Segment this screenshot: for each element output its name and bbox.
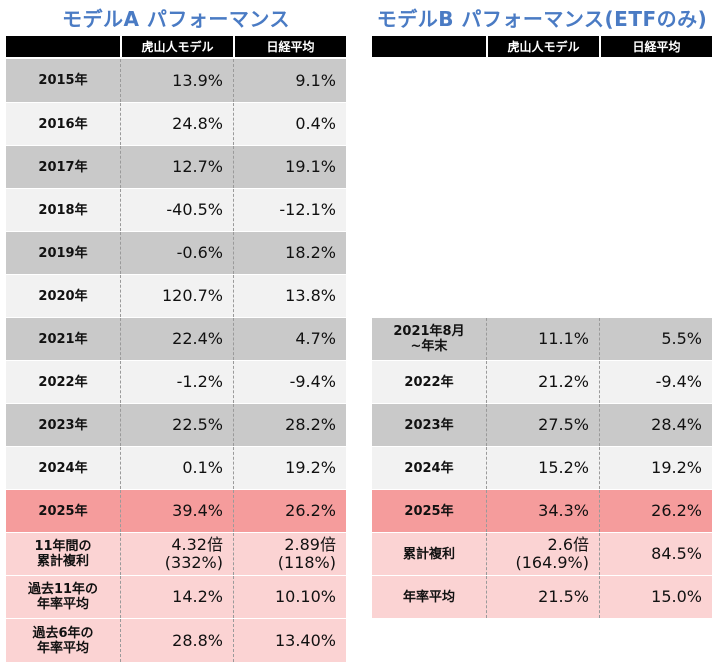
- index-value: 15.0%: [599, 576, 712, 618]
- index-value: 18.2%: [233, 232, 346, 274]
- model-b-header: 虎山人モデル 日経平均: [372, 36, 712, 58]
- model-value: 34.3%: [486, 490, 599, 532]
- index-value: 4.7%: [233, 318, 346, 360]
- index-value: -9.4%: [233, 361, 346, 403]
- model-value: -1.2%: [120, 361, 233, 403]
- table-row: 2022年 -1.2% -9.4%: [6, 360, 346, 403]
- row-label: 2020年: [38, 288, 88, 304]
- index-value: 0.4%: [233, 103, 346, 145]
- model-value: 21.5%: [486, 576, 599, 618]
- model-value: 13.9%: [120, 59, 233, 102]
- model-value: 22.4%: [120, 318, 233, 360]
- row-label: 2023年: [404, 417, 454, 433]
- model-a-header: 虎山人モデル 日経平均: [6, 36, 346, 58]
- index-value: 19.1%: [233, 146, 346, 188]
- row-label: 11年間の 累計複利: [34, 539, 92, 569]
- model-value: 120.7%: [120, 275, 233, 317]
- row-label: 2017年: [38, 159, 88, 175]
- model-value: 28.8%: [120, 619, 233, 662]
- model-value: 22.5%: [120, 404, 233, 446]
- index-value: 19.2%: [233, 447, 346, 489]
- row-label: 2024年: [404, 460, 454, 476]
- model-value: 15.2%: [486, 447, 599, 489]
- model-b-header-blank: [372, 36, 486, 57]
- model-b-header-index: 日経平均: [599, 36, 712, 57]
- index-value: 19.2%: [599, 447, 712, 489]
- table-row: 2021年 22.4% 4.7%: [6, 317, 346, 360]
- model-value: 12.7%: [120, 146, 233, 188]
- model-value: -0.6%: [120, 232, 233, 274]
- table-row: 2016年 24.8% 0.4%: [6, 102, 346, 145]
- row-label: 2019年: [38, 245, 88, 261]
- table-row: 2024年 15.2% 19.2%: [372, 446, 712, 489]
- model-value: 27.5%: [486, 404, 599, 446]
- row-label: 2022年: [38, 374, 88, 390]
- model-value: 39.4%: [120, 490, 233, 532]
- table-row: 2015年 13.9% 9.1%: [6, 58, 346, 102]
- row-label: 年率平均: [402, 589, 455, 605]
- index-value: 13.8%: [233, 275, 346, 317]
- model-value: 0.1%: [120, 447, 233, 489]
- index-value: 84.5%: [599, 533, 712, 575]
- index-value: 28.2%: [233, 404, 346, 446]
- row-label: 2024年: [38, 460, 88, 476]
- index-value: 2.89倍 (118%): [233, 533, 346, 575]
- index-value: 13.40%: [233, 619, 346, 662]
- table-row: 累計複利 2.6倍 (164.9%) 84.5%: [372, 532, 712, 575]
- table-row: 2025年 34.3% 26.2%: [372, 489, 712, 532]
- index-value: 26.2%: [233, 490, 346, 532]
- row-label: 2018年: [38, 202, 88, 218]
- model-b-title: モデルB パフォーマンス(ETFのみ): [376, 7, 708, 31]
- model-value: 11.1%: [486, 318, 599, 360]
- row-label: 2022年: [404, 374, 454, 390]
- index-value: -9.4%: [599, 361, 712, 403]
- table-row: 過去6年の 年率平均 28.8% 13.40%: [6, 618, 346, 662]
- model-a-header-index: 日経平均: [233, 36, 346, 57]
- index-value: -12.1%: [233, 189, 346, 231]
- table-row: 2019年 -0.6% 18.2%: [6, 231, 346, 274]
- row-label: 2021年: [38, 331, 88, 347]
- row-label: 2016年: [38, 116, 88, 132]
- row-label: 過去6年の 年率平均: [32, 625, 94, 656]
- table-row: 2021年8月 ~年末 11.1% 5.5%: [372, 317, 712, 360]
- table-row: 2024年 0.1% 19.2%: [6, 446, 346, 489]
- model-value: 2.6倍 (164.9%): [486, 533, 599, 575]
- table-row: 2022年 21.2% -9.4%: [372, 360, 712, 403]
- index-value: 28.4%: [599, 404, 712, 446]
- table-row: 年率平均 21.5% 15.0%: [372, 575, 712, 618]
- model-b-panel: モデルB パフォーマンス(ETFのみ) 虎山人モデル 日経平均 2021年8月 …: [372, 0, 712, 618]
- table-row: 2017年 12.7% 19.1%: [6, 145, 346, 188]
- row-label: 累計複利: [402, 546, 455, 562]
- model-a-header-blank: [6, 36, 120, 57]
- table-row: 11年間の 累計複利 4.32倍 (332%) 2.89倍 (118%): [6, 532, 346, 575]
- row-label: 2015年: [38, 73, 88, 88]
- model-value: 14.2%: [120, 576, 233, 618]
- row-label: 2025年: [38, 503, 88, 519]
- table-row: 2020年 120.7% 13.8%: [6, 274, 346, 317]
- row-label: 2023年: [38, 417, 88, 433]
- index-value: 26.2%: [599, 490, 712, 532]
- index-value: 10.10%: [233, 576, 346, 618]
- model-b-header-model: 虎山人モデル: [486, 36, 599, 57]
- index-value: 9.1%: [233, 59, 346, 102]
- table-row: 2018年 -40.5% -12.1%: [6, 188, 346, 231]
- model-a-title: モデルA パフォーマンス: [61, 7, 291, 31]
- row-label: 2021年8月 ~年末: [393, 324, 465, 354]
- row-label: 過去11年の 年率平均: [27, 582, 99, 612]
- model-value: 4.32倍 (332%): [120, 533, 233, 575]
- table-row: 2025年 39.4% 26.2%: [6, 489, 346, 532]
- model-value: 21.2%: [486, 361, 599, 403]
- index-value: 5.5%: [599, 318, 712, 360]
- model-value: -40.5%: [120, 189, 233, 231]
- model-a-header-model: 虎山人モデル: [120, 36, 233, 57]
- model-a-panel: モデルA パフォーマンス 虎山人モデル 日経平均 2015年 13.9% 9.1% 2…: [6, 0, 346, 662]
- table-row: 2023年 27.5% 28.4%: [372, 403, 712, 446]
- table-row: 2023年 22.5% 28.2%: [6, 403, 346, 446]
- model-value: 24.8%: [120, 103, 233, 145]
- row-label: 2025年: [404, 503, 454, 519]
- table-row: 過去11年の 年率平均 14.2% 10.10%: [6, 575, 346, 618]
